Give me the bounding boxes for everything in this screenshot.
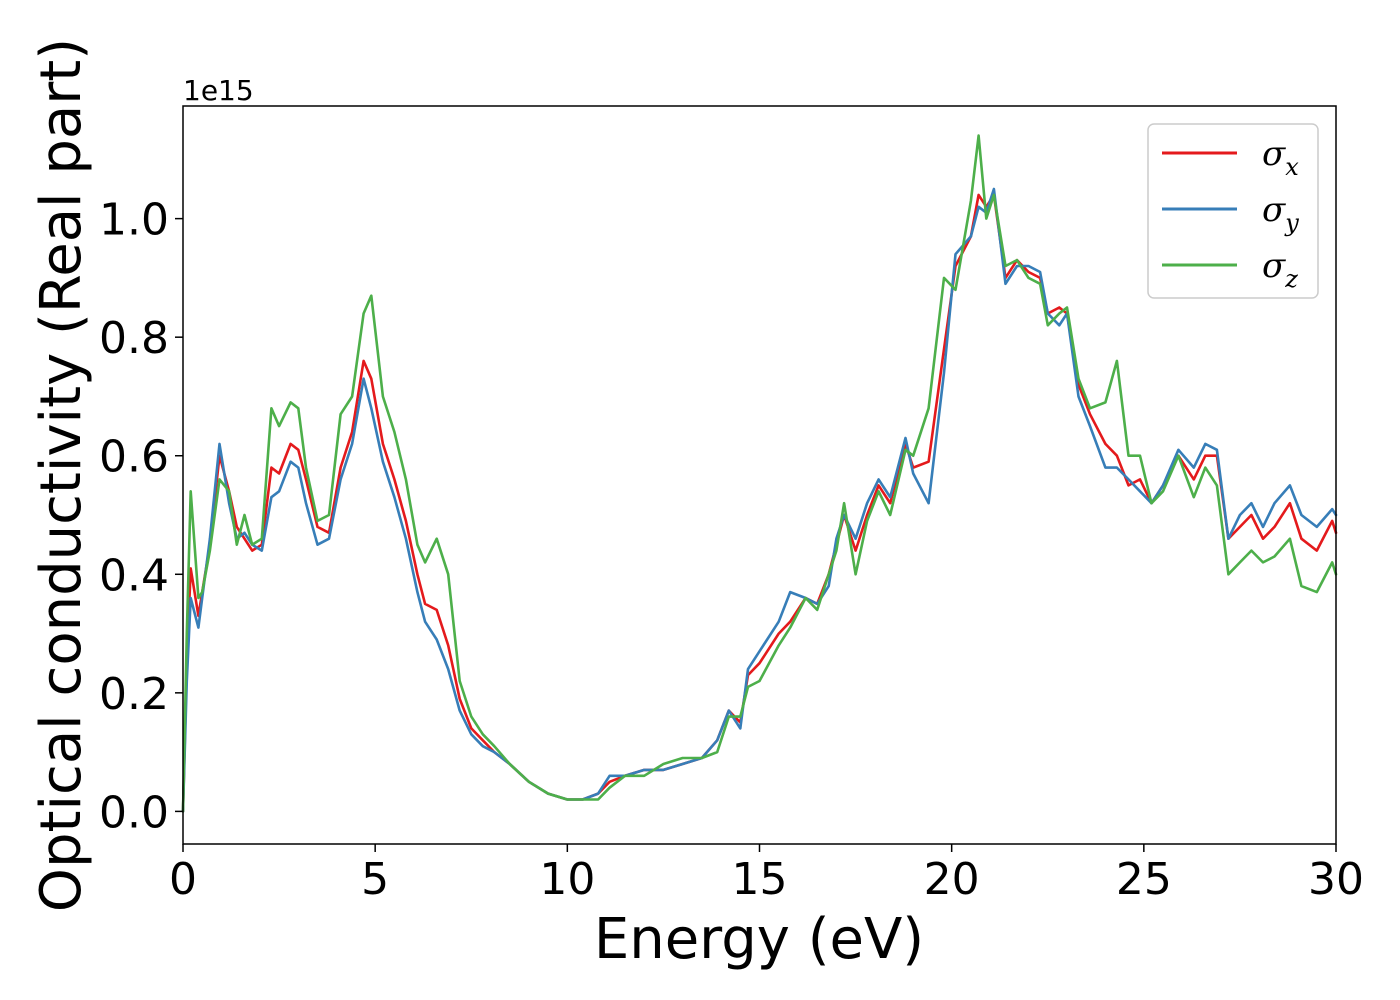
y-tick-label: 1.0 (99, 195, 169, 246)
legend-subscript: x (1285, 153, 1299, 181)
legend-box (1147, 123, 1319, 299)
legend-symbol: σ (1262, 134, 1286, 174)
legend-label-sigma-z: σz (1262, 246, 1298, 293)
legend-label-sigma-y: σy (1262, 190, 1299, 237)
x-tick-label: 0 (169, 854, 197, 905)
legend-symbol: σ (1262, 246, 1286, 286)
series-line-sigma-x (181, 193, 1338, 813)
x-axis-ticks: 0 5 10 15 20 25 30 (169, 844, 1364, 905)
x-tick-label: 30 (1308, 854, 1364, 905)
y-tick-label: 0.8 (99, 313, 169, 364)
y-tick-label: 0.4 (99, 550, 169, 601)
x-tick-label: 10 (539, 854, 595, 905)
y-tick-label: 0.0 (99, 787, 169, 838)
y-tick-label: 0.2 (99, 669, 169, 720)
y-axis-ticks: 0.0 0.2 0.4 0.6 0.8 1.0 (99, 195, 183, 838)
x-tick-label: 20 (924, 854, 980, 905)
x-tick-label: 5 (361, 854, 389, 905)
plot-area (181, 134, 1338, 813)
series-line-sigma-z (181, 134, 1338, 813)
legend-subscript: z (1284, 265, 1298, 293)
legend-symbol: σ (1262, 190, 1286, 230)
y-offset-label: 1e15 (183, 74, 254, 107)
legend-subscript: y (1284, 209, 1299, 237)
x-tick-label: 15 (732, 854, 788, 905)
y-tick-label: 0.6 (99, 432, 169, 483)
x-tick-label: 25 (1116, 854, 1172, 905)
y-axis-label: Optical conductivity (Real part) (29, 38, 94, 912)
x-axis-label: Energy (eV) (594, 907, 924, 972)
series-line-sigma-y (181, 187, 1338, 813)
legend-label-sigma-x: σx (1262, 134, 1299, 181)
